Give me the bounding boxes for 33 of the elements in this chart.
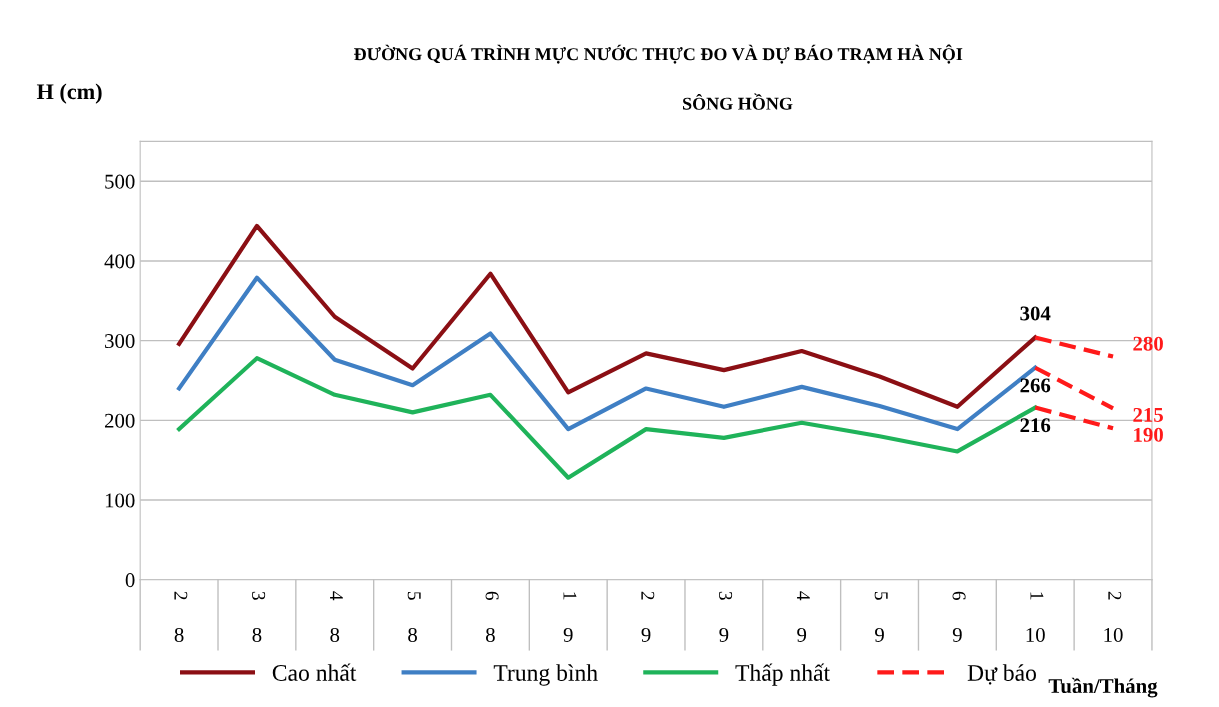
category-label: 4 8 [330, 591, 343, 642]
category-label: 2 9 [641, 591, 655, 642]
legend-label: Dự báo [967, 664, 1036, 685]
data-label: 280 [1133, 336, 1163, 351]
category-label: 2 8 [174, 591, 188, 642]
y-tick-label: 0 [125, 573, 135, 588]
data-label: 304 [1020, 306, 1051, 321]
legend-label: Trung bình [493, 664, 598, 686]
category-label: 3 8 [252, 591, 266, 642]
category-label: 3 9 [719, 591, 733, 642]
category-label: 6 8 [485, 591, 499, 642]
data-label: 216 [1020, 418, 1051, 433]
category-label: 4 9 [797, 591, 810, 642]
x-axis-title: Tuần/Tháng [1048, 677, 1158, 698]
y-tick-label: 200 [104, 413, 135, 428]
y-tick-label: 100 [105, 493, 135, 508]
category-label: 1 9 [563, 592, 577, 642]
chart-subtitle: SÔNG HỒNG [683, 93, 793, 110]
category-label: 5 9 [874, 591, 888, 642]
legend-label: Cao nhất [272, 663, 357, 681]
category-label: 2 10 [1104, 591, 1123, 642]
data-label: 215 [1133, 407, 1163, 422]
category-label: 5 8 [407, 591, 421, 642]
y-axis-title: H (cm) [36, 83, 102, 104]
data-label: 190 [1134, 427, 1163, 442]
y-tick-label: 300 [105, 334, 135, 349]
chart-title: ĐƯỜNG QUÁ TRÌNH MỰC NƯỚC THỰC ĐO VÀ DỰ BÁO TRẠM HÀ NỘI [354, 44, 963, 64]
legend-label: Thấp nhất [735, 663, 830, 686]
y-tick-label: 400 [104, 254, 135, 269]
y-tick-label: 500 [105, 174, 135, 189]
category-label: 6 9 [952, 591, 966, 642]
category-label: 1 10 [1026, 592, 1045, 642]
data-label: 266 [1020, 378, 1051, 393]
